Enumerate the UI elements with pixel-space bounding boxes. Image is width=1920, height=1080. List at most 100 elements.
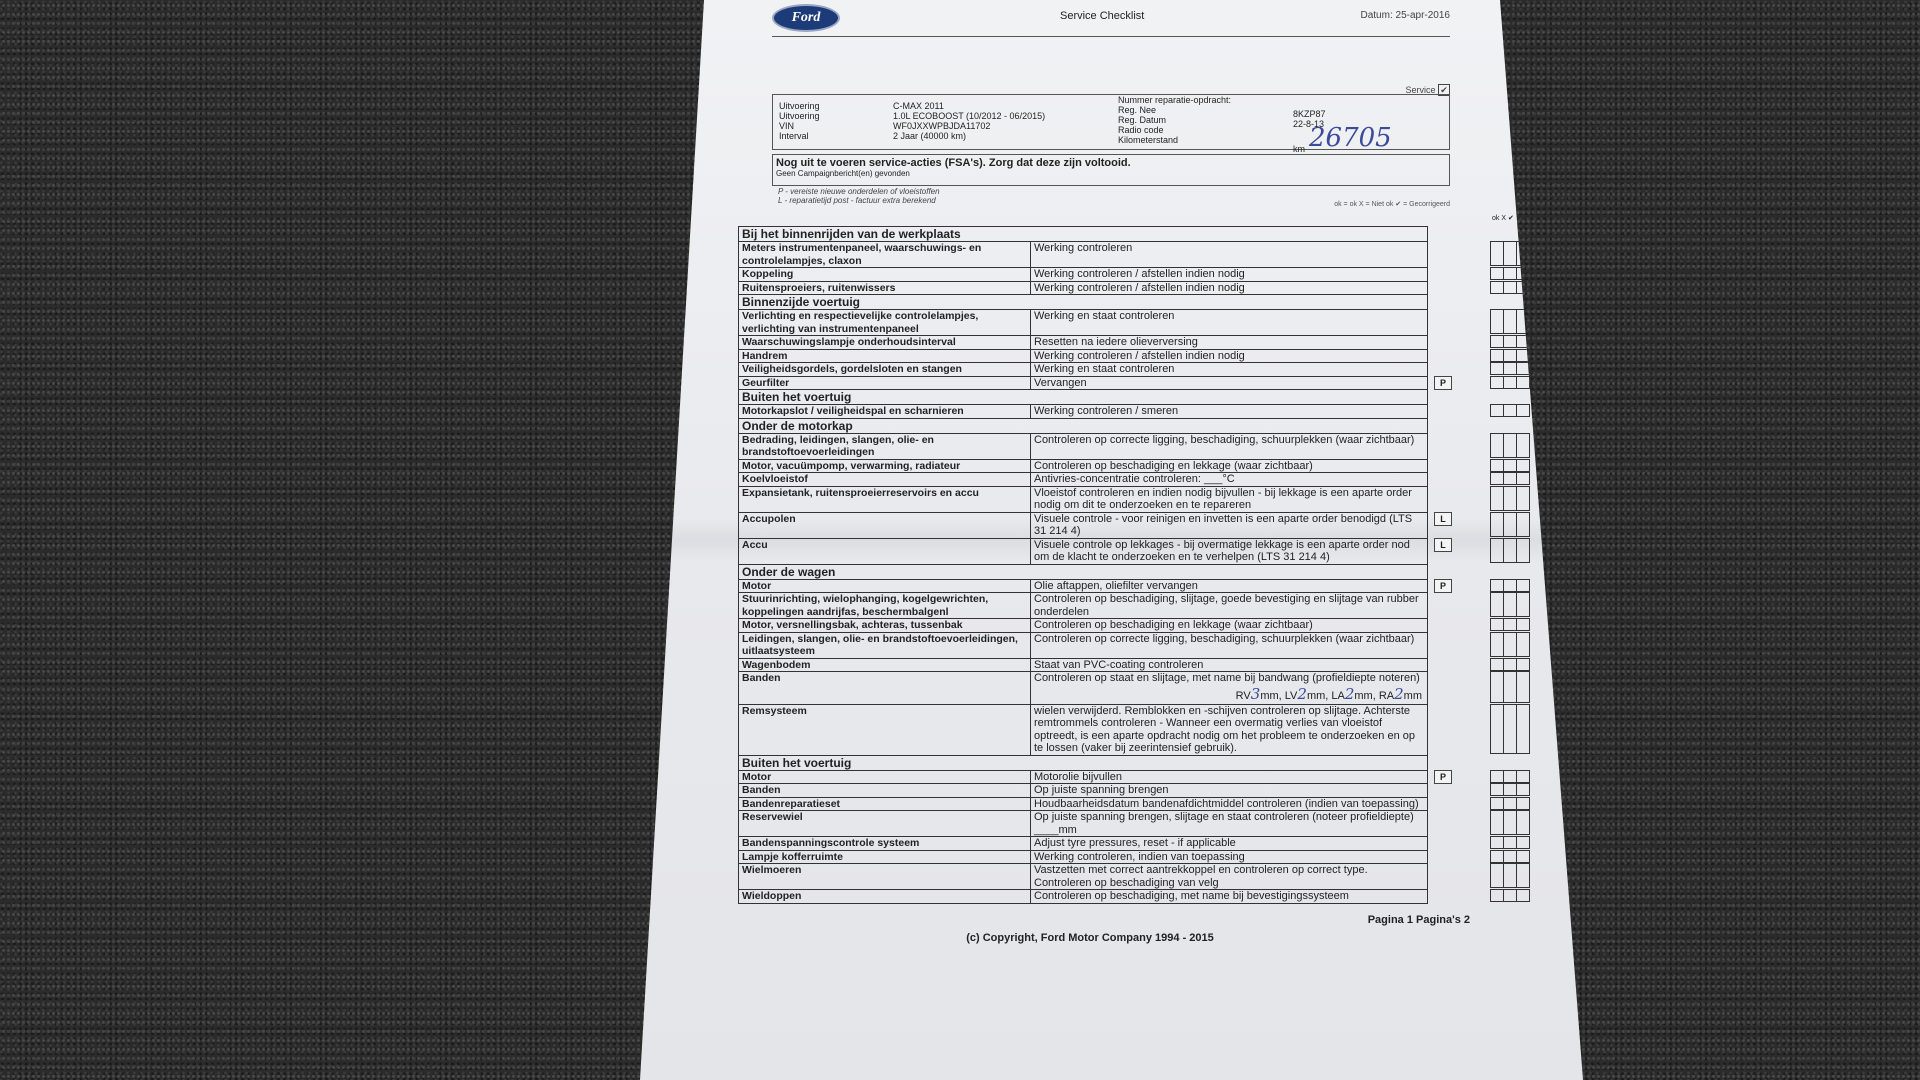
- vehicle-labels: Uitvoering Uitvoering VIN Interval: [779, 101, 820, 141]
- check-box-ok[interactable]: [1490, 592, 1504, 617]
- check-box-corrected[interactable]: [1516, 863, 1530, 888]
- check-box-x[interactable]: [1503, 241, 1517, 266]
- check-box-corrected[interactable]: [1516, 797, 1530, 810]
- check-box-x[interactable]: [1503, 889, 1517, 902]
- check-box-x[interactable]: [1503, 704, 1517, 754]
- check-box-corrected[interactable]: [1516, 850, 1530, 863]
- check-box-ok[interactable]: [1490, 512, 1504, 537]
- info-line: Reg. Nee: [1118, 105, 1157, 115]
- check-box-x[interactable]: [1503, 783, 1517, 796]
- check-box-ok[interactable]: [1490, 671, 1504, 703]
- check-box-x[interactable]: [1503, 538, 1517, 563]
- check-box-x[interactable]: [1503, 362, 1517, 375]
- check-row: [1434, 404, 1530, 418]
- check-cells: [1490, 281, 1530, 294]
- check-box-x[interactable]: [1503, 632, 1517, 657]
- check-box-ok[interactable]: [1490, 770, 1504, 783]
- check-box-corrected[interactable]: [1516, 592, 1530, 617]
- check-row: [1434, 472, 1530, 486]
- check-box-ok[interactable]: [1490, 797, 1504, 810]
- check-box-x[interactable]: [1503, 618, 1517, 631]
- check-box-corrected[interactable]: [1516, 433, 1530, 458]
- check-box-ok[interactable]: [1490, 459, 1504, 472]
- check-box-ok[interactable]: [1490, 433, 1504, 458]
- check-box-corrected[interactable]: [1516, 632, 1530, 657]
- check-box-corrected[interactable]: [1516, 579, 1530, 592]
- check-box-x[interactable]: [1503, 579, 1517, 592]
- check-box-corrected[interactable]: [1516, 770, 1530, 783]
- check-box-corrected[interactable]: [1516, 783, 1530, 796]
- check-box-corrected[interactable]: [1516, 349, 1530, 362]
- check-box-corrected[interactable]: [1516, 404, 1530, 417]
- check-box-corrected[interactable]: [1516, 810, 1530, 835]
- check-box-x[interactable]: [1503, 850, 1517, 863]
- check-box-ok[interactable]: [1490, 376, 1504, 389]
- check-box-corrected[interactable]: [1516, 618, 1530, 631]
- check-box-ok[interactable]: [1490, 362, 1504, 375]
- check-box-corrected[interactable]: [1516, 459, 1530, 472]
- check-box-x[interactable]: [1503, 810, 1517, 835]
- check-box-x[interactable]: [1503, 658, 1517, 671]
- check-box-ok[interactable]: [1490, 850, 1504, 863]
- check-box-x[interactable]: [1503, 335, 1517, 348]
- check-box-ok[interactable]: [1490, 309, 1504, 334]
- check-box-ok[interactable]: [1490, 704, 1504, 754]
- check-box-ok[interactable]: [1490, 810, 1504, 835]
- check-box-ok[interactable]: [1490, 335, 1504, 348]
- check-box-corrected[interactable]: [1516, 362, 1530, 375]
- check-box-ok[interactable]: [1490, 241, 1504, 266]
- check-box-x[interactable]: [1503, 797, 1517, 810]
- check-box-x[interactable]: [1503, 836, 1517, 849]
- check-box-ok[interactable]: [1490, 472, 1504, 485]
- check-box-x[interactable]: [1503, 404, 1517, 417]
- check-box-x[interactable]: [1503, 459, 1517, 472]
- check-box-ok[interactable]: [1490, 538, 1504, 563]
- check-box-x[interactable]: [1503, 309, 1517, 334]
- check-box-x[interactable]: [1503, 486, 1517, 511]
- check-box-corrected[interactable]: [1516, 658, 1530, 671]
- check-box-corrected[interactable]: [1516, 538, 1530, 563]
- check-box-corrected[interactable]: [1516, 836, 1530, 849]
- check-box-ok[interactable]: [1490, 579, 1504, 592]
- check-box-corrected[interactable]: [1516, 512, 1530, 537]
- check-box-corrected[interactable]: [1516, 335, 1530, 348]
- table-row: Banden Op juiste spanning brengen: [738, 783, 1428, 798]
- check-box-ok[interactable]: [1490, 618, 1504, 631]
- check-box-ok[interactable]: [1490, 486, 1504, 511]
- check-box-x[interactable]: [1503, 433, 1517, 458]
- check-box-x[interactable]: [1503, 376, 1517, 389]
- service-checkbox[interactable]: ✔: [1438, 84, 1450, 96]
- check-box-x[interactable]: [1503, 592, 1517, 617]
- check-box-corrected[interactable]: [1516, 241, 1530, 266]
- check-box-x[interactable]: [1503, 281, 1517, 294]
- check-box-corrected[interactable]: [1516, 472, 1530, 485]
- check-box-ok[interactable]: [1490, 281, 1504, 294]
- check-box-ok[interactable]: [1490, 404, 1504, 417]
- check-box-corrected[interactable]: [1516, 486, 1530, 511]
- check-box-ok[interactable]: [1490, 267, 1504, 280]
- check-box-corrected[interactable]: [1516, 671, 1530, 703]
- check-box-corrected[interactable]: [1516, 889, 1530, 902]
- check-box-ok[interactable]: [1490, 783, 1504, 796]
- check-box-x[interactable]: [1503, 349, 1517, 362]
- action-cell: Werking controleren / afstellen indien n…: [1030, 280, 1428, 295]
- check-box-x[interactable]: [1503, 472, 1517, 485]
- check-box-ok[interactable]: [1490, 836, 1504, 849]
- table-row: Motor Motorolie bijvullen: [738, 769, 1428, 784]
- check-box-ok[interactable]: [1490, 632, 1504, 657]
- check-box-x[interactable]: [1503, 512, 1517, 537]
- check-box-corrected[interactable]: [1516, 267, 1530, 280]
- check-box-corrected[interactable]: [1516, 376, 1530, 389]
- check-box-x[interactable]: [1503, 770, 1517, 783]
- check-box-ok[interactable]: [1490, 349, 1504, 362]
- check-box-corrected[interactable]: [1516, 281, 1530, 294]
- check-box-ok[interactable]: [1490, 889, 1504, 902]
- check-box-x[interactable]: [1503, 671, 1517, 703]
- check-box-ok[interactable]: [1490, 863, 1504, 888]
- check-box-corrected[interactable]: [1516, 309, 1530, 334]
- check-box-ok[interactable]: [1490, 658, 1504, 671]
- check-cells: [1490, 863, 1530, 888]
- check-box-x[interactable]: [1503, 863, 1517, 888]
- check-box-corrected[interactable]: [1516, 704, 1530, 754]
- check-box-x[interactable]: [1503, 267, 1517, 280]
